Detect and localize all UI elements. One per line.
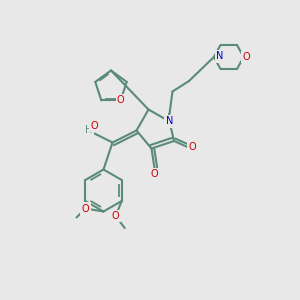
Text: O: O bbox=[82, 203, 89, 214]
Text: H: H bbox=[85, 125, 92, 136]
Text: O: O bbox=[112, 211, 119, 221]
Text: O: O bbox=[151, 169, 158, 179]
Text: O: O bbox=[188, 142, 196, 152]
Text: O: O bbox=[91, 121, 98, 131]
Text: N: N bbox=[216, 51, 224, 62]
Text: O: O bbox=[243, 52, 250, 62]
Text: N: N bbox=[166, 116, 173, 127]
Text: O: O bbox=[117, 95, 124, 105]
